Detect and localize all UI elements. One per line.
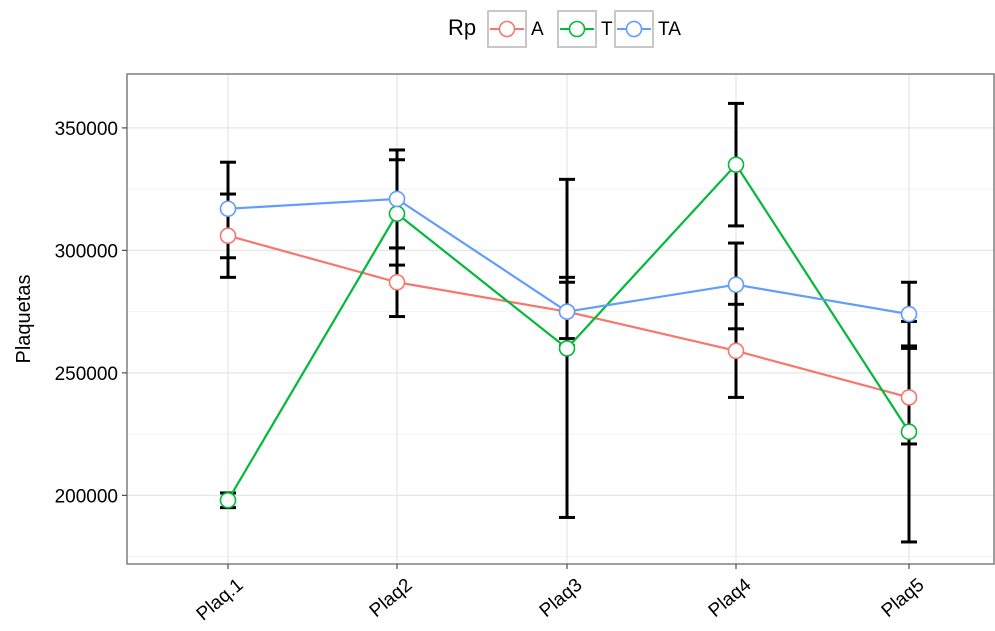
series-points xyxy=(219,156,918,509)
legend-key-point xyxy=(625,20,643,38)
legend-label: T xyxy=(601,19,613,40)
y-axis: 200000 250000 300000 350000 xyxy=(55,119,127,507)
y-tick-label: 250000 xyxy=(55,364,118,385)
data-point-ta xyxy=(219,200,237,218)
legend-item-a: A xyxy=(487,10,544,48)
legend-key-point xyxy=(498,20,516,38)
x-tick-label: Plaq3 xyxy=(536,575,587,622)
data-point-t xyxy=(900,423,918,441)
data-point-a xyxy=(900,389,918,406)
data-point-t xyxy=(388,205,406,222)
legend-key-point xyxy=(568,20,586,38)
legend-item-t: T xyxy=(557,10,613,48)
legend-title: Rp xyxy=(448,15,476,40)
data-point-a xyxy=(388,273,406,291)
plot-panel xyxy=(127,74,994,564)
x-tick-label: Plaq5 xyxy=(878,575,929,622)
data-point-a xyxy=(727,342,745,360)
legend-label: TA xyxy=(658,19,681,40)
x-tick-label: Plaq.1 xyxy=(193,575,248,626)
legend-item-ta: TA xyxy=(614,10,681,48)
legend-label: A xyxy=(531,19,544,40)
x-tick-label: Plaq2 xyxy=(366,575,417,622)
y-tick-label: 350000 xyxy=(55,119,118,140)
data-point-t xyxy=(219,491,237,509)
data-point-a xyxy=(219,227,237,244)
data-point-ta xyxy=(388,190,406,208)
x-axis: Plaq.1 Plaq2 Plaq3 Plaq4 Plaq5 xyxy=(193,564,929,626)
data-point-ta xyxy=(900,305,918,323)
data-point-t xyxy=(727,156,745,173)
y-tick-label: 200000 xyxy=(55,486,118,507)
plot-border xyxy=(126,73,995,565)
data-point-ta xyxy=(727,276,745,294)
x-tick-label: Plaq4 xyxy=(705,574,756,622)
y-axis-title: Plaquetas xyxy=(13,275,35,364)
legend: Rp A T TA xyxy=(448,10,681,48)
data-point-t xyxy=(558,340,576,357)
data-point-ta xyxy=(558,303,576,320)
y-tick-label: 300000 xyxy=(55,241,118,262)
